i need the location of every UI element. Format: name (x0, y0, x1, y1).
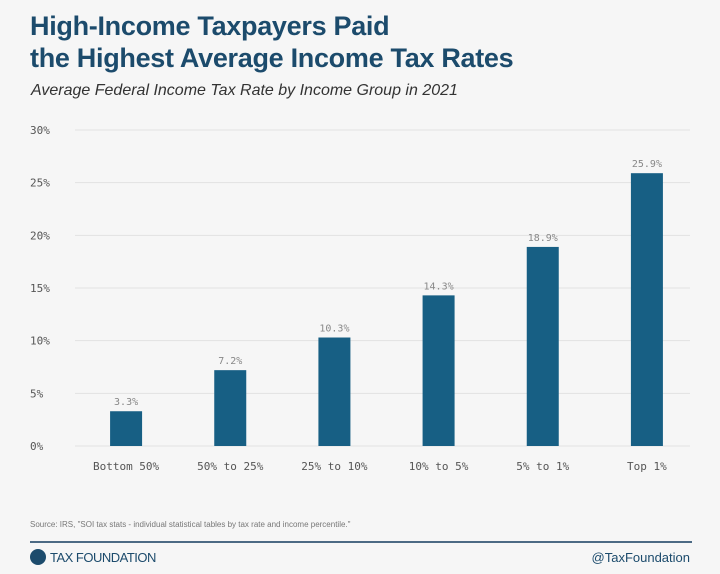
y-tick-label: 20% (30, 229, 50, 242)
bar (214, 370, 247, 446)
data-label: 18.9% (528, 233, 558, 244)
logo-icon (30, 549, 46, 565)
tax-foundation-logo: TAX FOUNDATION (30, 549, 156, 565)
x-tick-label: 10% to 5% (409, 460, 469, 473)
y-tick-label: 15% (30, 282, 50, 295)
bar (526, 246, 559, 446)
bar (318, 337, 351, 446)
x-tick-label: Bottom 50% (93, 460, 160, 473)
y-tick-label: 10% (30, 335, 50, 348)
chart-subtitle: Average Federal Income Tax Rate by Incom… (31, 82, 458, 99)
data-label: 7.2% (218, 356, 242, 367)
data-label: 14.3% (424, 281, 454, 292)
chart-title: High-Income Taxpayers Paid the Highest A… (30, 11, 514, 73)
x-tick-label: Top 1% (627, 460, 667, 473)
x-tick-label: 5% to 1% (516, 460, 569, 473)
data-label: 3.3% (114, 397, 138, 408)
data-label: 10.3% (319, 324, 349, 335)
data-label: 25.9% (632, 159, 662, 170)
source-note: Source: IRS, "SOI tax stats - individual… (30, 520, 351, 529)
brand-name: TAX FOUNDATION (50, 549, 156, 565)
x-tick-label: 50% to 25% (197, 460, 264, 473)
bar (422, 295, 455, 446)
y-tick-label: 5% (30, 387, 44, 400)
y-tick-label: 30% (30, 124, 50, 137)
y-tick-label: 25% (30, 177, 50, 190)
y-tick-label: 0% (30, 440, 44, 453)
bar (630, 173, 663, 447)
footer-divider (30, 541, 692, 543)
bar (110, 411, 143, 446)
bar-chart: 0% 5% 10% 15% 20% 25% 30% 3.3% Bottom 50% 7.2% 50%… (30, 124, 690, 473)
x-tick-label: 25% to 10% (301, 460, 368, 473)
twitter-handle: @TaxFoundation (591, 550, 690, 565)
